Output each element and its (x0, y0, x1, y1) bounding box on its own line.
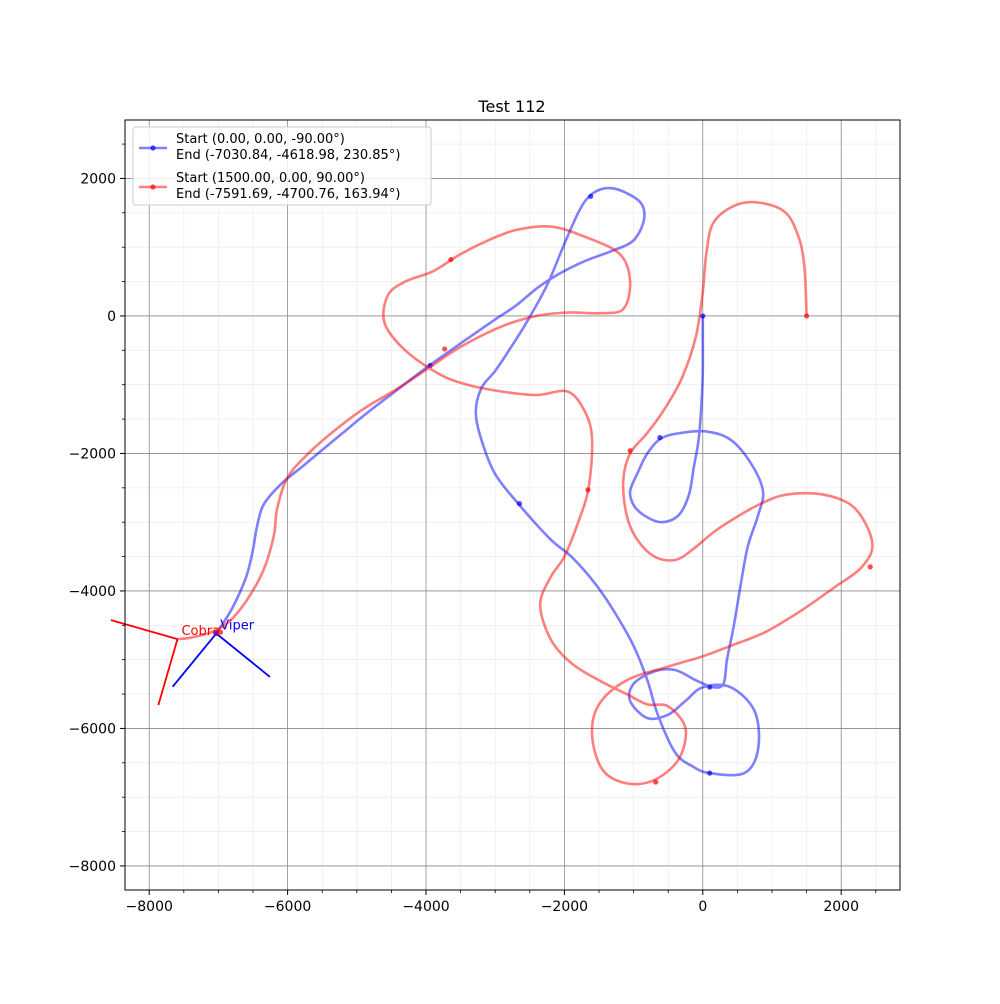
heading-axis-normal (157, 638, 179, 706)
x-tick-label: 0 (698, 899, 707, 915)
legend-entry-line2: End (-7030.84, -4618.98, 230.85°) (176, 148, 400, 163)
trajectory-marker (707, 770, 713, 776)
x-tick-label: −6000 (264, 899, 311, 915)
heading-axis-normal (215, 632, 271, 678)
legend-entry-line2: End (-7591.69, -4700.76, 163.94°) (176, 187, 400, 202)
y-tick-label: −4000 (69, 584, 116, 600)
end-label-cobra: Cobra (181, 624, 220, 639)
legend: Start (0.00, 0.00, -90.00°) End (-7030.8… (132, 126, 432, 206)
trajectory-marker (707, 684, 713, 690)
legend-swatch-marker (150, 184, 156, 190)
trajectory-marker (867, 564, 873, 570)
x-tick-label: 2000 (823, 899, 859, 915)
grid (125, 120, 900, 890)
x-tick-label: −2000 (541, 899, 588, 915)
legend-box (132, 126, 432, 206)
trajectory-marker (627, 448, 633, 454)
heading-axis (171, 632, 217, 688)
axes-border (124, 119, 901, 891)
trajectory-marker (657, 435, 663, 441)
trajectory-line-2 (177, 200, 874, 786)
y-tick-label: 2000 (80, 171, 116, 187)
tick-layer: −8000 −6000 −4000 −2000 0 2000 −8000 −6000 −4000… (69, 143, 877, 915)
trajectory-line-1 (215, 186, 765, 777)
trajectory-marker (653, 779, 659, 785)
legend-entry-line1: Start (1500.00, 0.00, 90.00°) (176, 171, 365, 186)
trajectory-marker (442, 346, 448, 352)
axes-frame (124, 119, 901, 891)
y-tick-label: −8000 (69, 859, 116, 875)
trajectory-marker (585, 487, 591, 493)
trajectory-marker (217, 629, 224, 635)
y-tick-label: 0 (107, 309, 116, 325)
legend-entry-line1: Start (0.00, 0.00, -90.00°) (176, 132, 345, 147)
legend-swatch-marker (150, 145, 156, 151)
y-tick-label: −6000 (69, 721, 116, 737)
x-tick-label: −8000 (126, 899, 173, 915)
trajectory-marker (448, 256, 454, 263)
chart-title: Test 112 (477, 97, 545, 116)
trajectory-marker (516, 501, 523, 507)
heading-axis (110, 619, 178, 640)
x-tick-label: −4000 (402, 899, 449, 915)
trajectory-marker (803, 313, 810, 319)
series-1: Viper (171, 186, 765, 777)
series-2: Cobra (110, 200, 874, 786)
trajectory-marker (588, 193, 594, 199)
y-tick-label: −2000 (69, 446, 116, 462)
trajectory-marker (700, 313, 706, 319)
